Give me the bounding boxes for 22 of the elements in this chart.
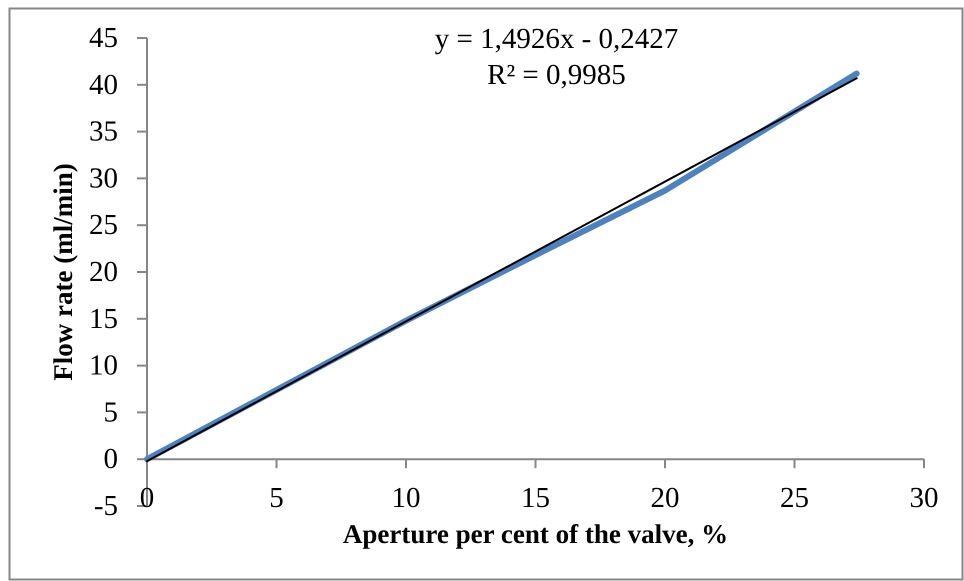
x-tick-label: 15	[521, 482, 550, 514]
y-tick-label: 5	[104, 396, 118, 428]
y-tick-label: 35	[89, 116, 118, 148]
y-axis-title: Flow rate (ml/min)	[48, 163, 78, 381]
y-tick-label: 40	[89, 68, 118, 101]
x-tick-label: 25	[780, 482, 809, 514]
x-axis-title: Aperture per cent of the valve, %	[342, 519, 728, 549]
annotation: y = 1,4926x - 0,2427	[434, 23, 678, 55]
y-tick-label: 10	[89, 350, 118, 382]
y-tick-label: 25	[89, 209, 118, 242]
y-tick-label: 15	[89, 302, 118, 335]
annotation: R² = 0,9985	[487, 59, 626, 91]
y-tick-label: -5	[94, 490, 118, 522]
x-tick-label: 30	[910, 482, 938, 514]
y-tick-label: 0	[104, 443, 118, 476]
x-tick-label: 10	[392, 482, 420, 514]
x-tick-label: 0	[140, 482, 154, 514]
y-tick-label: 30	[89, 162, 118, 194]
x-tick-label: 5	[269, 482, 284, 514]
y-tick-label: 45	[89, 22, 118, 54]
x-tick-label: 20	[650, 482, 680, 514]
y-tick-label: 20	[89, 256, 118, 288]
